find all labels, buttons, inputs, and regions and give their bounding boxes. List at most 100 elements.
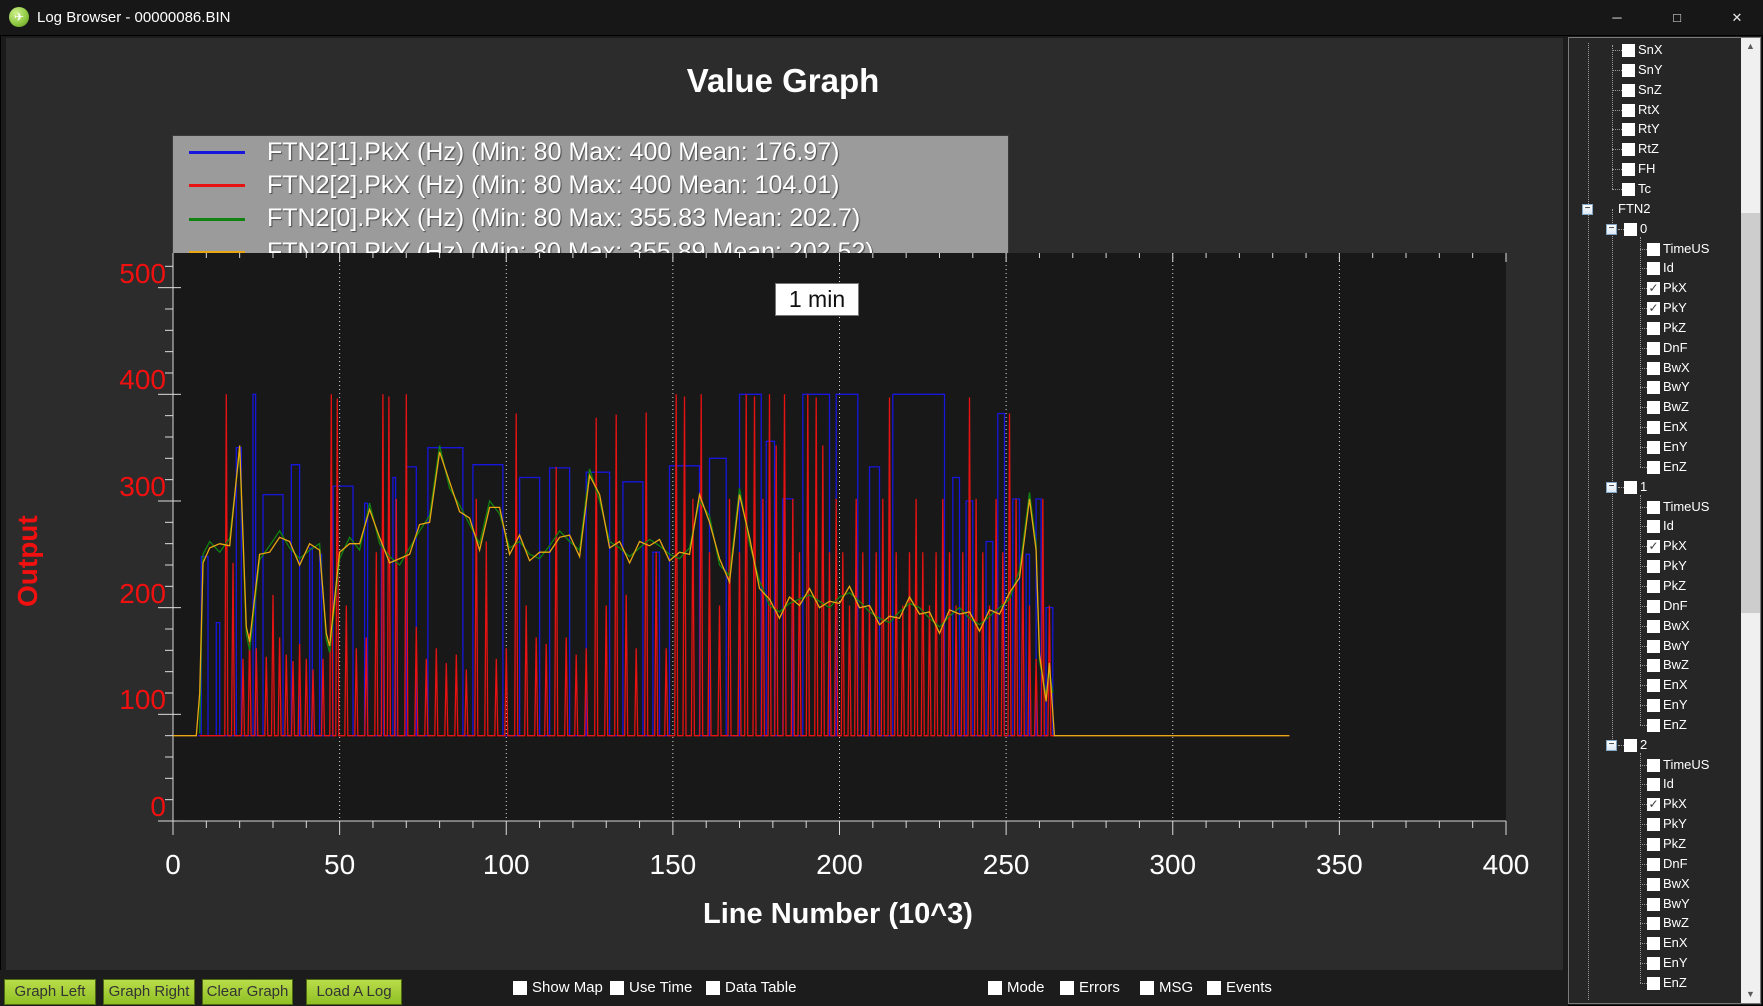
tree-item-bwz[interactable]: BwZ <box>1663 399 1689 415</box>
tree-item-bwx[interactable]: BwX <box>1663 875 1690 891</box>
tree-item-pkx[interactable]: PkX <box>1663 538 1687 554</box>
tree-checkbox-pky[interactable] <box>1647 818 1660 832</box>
tree-item-ftn2-2[interactable]: 2 <box>1640 736 1648 752</box>
tree-item-enx[interactable]: EnX <box>1663 677 1688 693</box>
tree-item-pky[interactable]: PkY <box>1663 558 1687 574</box>
tree-checkbox-bwx[interactable] <box>1647 877 1660 891</box>
tree-checkbox-timeus[interactable] <box>1647 242 1660 256</box>
minimize-icon[interactable]: ─ <box>1612 10 1622 25</box>
tree-item-ftn2-1[interactable]: 1 <box>1640 478 1648 494</box>
graph-left-button[interactable]: Graph Left <box>4 979 96 1005</box>
tree-item-rty[interactable]: RtY <box>1638 121 1660 137</box>
tree-checkbox-bwy[interactable] <box>1647 897 1660 911</box>
tree-checkbox-pkz[interactable] <box>1647 838 1660 851</box>
mode-checkbox[interactable] <box>988 981 1002 995</box>
tree-item-bwy[interactable]: BwY <box>1663 379 1690 395</box>
tree-item-pky[interactable]: PkY <box>1663 816 1687 832</box>
tree-checkbox-bwz[interactable] <box>1647 659 1660 673</box>
errors-checkbox[interactable] <box>1060 981 1074 995</box>
scroll-down-icon[interactable]: ▼ <box>1741 986 1760 1003</box>
msg-checkbox[interactable] <box>1140 981 1154 995</box>
tree-checkbox-ftn2-2[interactable] <box>1624 738 1637 752</box>
tree-checkbox-enx[interactable] <box>1647 679 1660 693</box>
scroll-up-icon[interactable]: ▲ <box>1741 38 1760 55</box>
scrollbar-thumb[interactable] <box>1741 213 1760 613</box>
tree-checkbox-rtx[interactable] <box>1622 103 1635 117</box>
tree-checkbox-timeus[interactable] <box>1647 500 1660 514</box>
tree-item-snx[interactable]: SnX <box>1638 42 1663 57</box>
tree-item-bwy[interactable]: BwY <box>1663 637 1690 653</box>
tree-checkbox-pkx[interactable]: ✓ <box>1647 797 1660 812</box>
tree-item-pkx[interactable]: PkX <box>1663 280 1687 296</box>
tree-checkbox-bwz[interactable] <box>1647 401 1660 415</box>
tree-checkbox-enz[interactable] <box>1647 718 1660 732</box>
tree-checkbox-bwy[interactable] <box>1647 639 1660 653</box>
tree-item-id[interactable]: Id <box>1663 260 1674 276</box>
tree-item-rtx[interactable]: RtX <box>1638 101 1660 117</box>
tree-checkbox-pkx[interactable]: ✓ <box>1647 281 1660 296</box>
tree-scrollbar[interactable]: ▲ ▼ <box>1741 38 1760 1003</box>
tree-item-bwx[interactable]: BwX <box>1663 617 1690 633</box>
tree-checkbox-eny[interactable] <box>1647 957 1660 971</box>
tree-checkbox-dnf[interactable] <box>1647 599 1660 613</box>
tree-checkbox-ftn2-0[interactable] <box>1624 222 1637 236</box>
tree-item-timeus[interactable]: TimeUS <box>1663 756 1710 772</box>
tree-checkbox-pkx[interactable]: ✓ <box>1647 539 1660 554</box>
tree-checkbox-pkz[interactable] <box>1647 579 1660 593</box>
tree-item-dnf[interactable]: DnF <box>1663 597 1688 613</box>
tree-checkbox-bwy[interactable] <box>1647 381 1660 395</box>
clear-graph-button[interactable]: Clear Graph <box>202 979 293 1005</box>
tree-item-pkx[interactable]: PkX <box>1663 796 1687 812</box>
tree-checkbox-pky[interactable] <box>1647 560 1660 574</box>
tree-item-rtz[interactable]: RtZ <box>1638 141 1659 157</box>
tree-checkbox-pkz[interactable] <box>1647 321 1660 335</box>
tree-item-dnf[interactable]: DnF <box>1663 339 1688 355</box>
collapse-icon[interactable]: − <box>1582 203 1593 215</box>
tree-item-pkz[interactable]: PkZ <box>1663 836 1687 851</box>
tree-item-ftn2[interactable]: FTN2 <box>1618 200 1651 216</box>
tree-item-ftn2-0[interactable]: 0 <box>1640 220 1648 236</box>
tree-checkbox-enz[interactable] <box>1647 460 1660 474</box>
tree-item-snz[interactable]: SnZ <box>1638 81 1662 97</box>
tree-item-bwy[interactable]: BwY <box>1663 895 1690 911</box>
tree-checkbox-pky[interactable]: ✓ <box>1647 301 1660 316</box>
tree-item-tc[interactable]: Tc <box>1638 180 1651 196</box>
tree-item-eny[interactable]: EnY <box>1663 955 1688 971</box>
tree-checkbox-tc[interactable] <box>1622 182 1635 196</box>
tree-checkbox-enz[interactable] <box>1647 976 1660 990</box>
tree-checkbox-enx[interactable] <box>1647 421 1660 435</box>
tree-checkbox-snz[interactable] <box>1622 83 1635 97</box>
tree-item-eny[interactable]: EnY <box>1663 697 1688 713</box>
tree-item-bwx[interactable]: BwX <box>1663 359 1690 375</box>
tree-item-enz[interactable]: EnZ <box>1663 716 1687 732</box>
tree-checkbox-rtz[interactable] <box>1622 143 1635 157</box>
tree-checkbox-enx[interactable] <box>1647 937 1660 951</box>
use-time-checkbox[interactable] <box>610 981 624 995</box>
data-table-checkbox[interactable] <box>706 981 720 995</box>
tree-item-id[interactable]: Id <box>1663 518 1674 534</box>
tree-checkbox-dnf[interactable] <box>1647 341 1660 355</box>
show-map-checkbox[interactable] <box>513 981 527 995</box>
tree-item-pkz[interactable]: PkZ <box>1663 319 1687 335</box>
tree-checkbox-sny[interactable] <box>1622 63 1635 77</box>
tree-item-fh[interactable]: FH <box>1638 161 1656 177</box>
graph-right-button[interactable]: Graph Right <box>103 979 195 1005</box>
tree-checkbox-id[interactable] <box>1647 778 1660 792</box>
tree-item-enx[interactable]: EnX <box>1663 419 1688 435</box>
tree-checkbox-id[interactable] <box>1647 520 1660 534</box>
tree-item-eny[interactable]: EnY <box>1663 439 1688 454</box>
tree-checkbox-eny[interactable] <box>1647 699 1660 713</box>
tree-checkbox-snx[interactable] <box>1622 44 1635 57</box>
tree-item-pkz[interactable]: PkZ <box>1663 577 1687 593</box>
collapse-icon[interactable]: − <box>1606 481 1617 493</box>
tree-item-dnf[interactable]: DnF <box>1663 855 1688 871</box>
tree-checkbox-bwx[interactable] <box>1647 619 1660 633</box>
maximize-icon[interactable]: □ <box>1673 10 1681 25</box>
tree-checkbox-eny[interactable] <box>1647 441 1660 454</box>
tree-item-enx[interactable]: EnX <box>1663 935 1688 951</box>
tree-checkbox-ftn2-1[interactable] <box>1624 480 1637 494</box>
tree-item-enz[interactable]: EnZ <box>1663 974 1687 990</box>
tree-checkbox-bwz[interactable] <box>1647 917 1660 931</box>
collapse-icon[interactable]: − <box>1606 223 1617 235</box>
close-icon[interactable]: ✕ <box>1731 10 1743 25</box>
